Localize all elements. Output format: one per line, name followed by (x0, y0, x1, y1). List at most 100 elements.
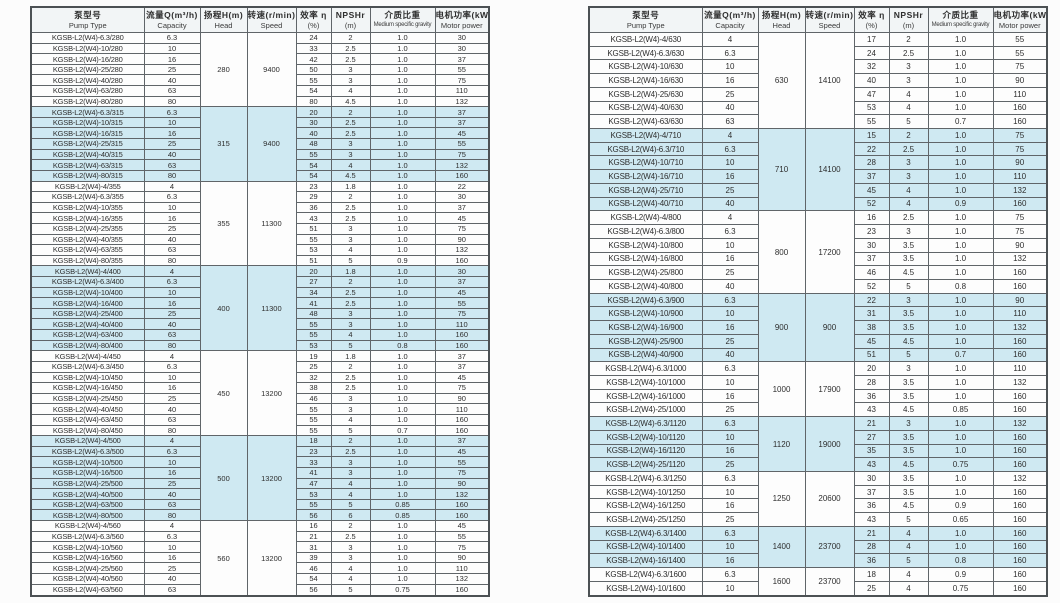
npshr-cell: 3.5 (888, 320, 929, 335)
efficiency-cell: 43 (295, 212, 332, 224)
table-row: KGSB-L2(W4)-25/1250 25 43 5 0.65 160 (588, 512, 1048, 527)
pump-type-cell: KGSB-L2(W4)-40/900 (588, 347, 703, 363)
table-row: KGSB-L2(W4)-10/1120 10 27 3.5 1.0 160 (588, 429, 1048, 445)
table-row: KGSB-L2(W4)-16/710 16 37 3 1.0 110 (588, 169, 1048, 184)
pump-type-cell: KGSB-L2(W4)-16/1120 (588, 443, 703, 459)
power-cell: 160 (434, 169, 490, 182)
pump-type-cell: KGSB-L2(W4)-10/500 (30, 456, 145, 468)
efficiency-cell: 54 (295, 85, 332, 97)
npshr-cell: 2.5 (330, 297, 371, 309)
table-row: KGSB-L2(W4)-63/400 63 55 4 1.0 160 (30, 329, 490, 341)
efficiency-cell: 47 (853, 86, 890, 102)
pump-type-cell: KGSB-L2(W4)-40/315 (30, 148, 145, 161)
capacity-cell: 40 (701, 278, 759, 294)
npshr-cell: 3.5 (888, 388, 929, 404)
table-row: KGSB-L2(W4)-10/1600 10 25 4 0.75 160 (588, 580, 1048, 597)
table-row: KGSB-L2(W4)-10/280 10 33 2.5 1.0 30 (30, 42, 490, 55)
npshr-cell: 2.5 (330, 286, 371, 299)
pump-type-cell: KGSB-L2(W4)-40/630 (588, 100, 703, 116)
power-cell: 37 (434, 276, 490, 288)
table-row: KGSB-L2(W4)-25/560 25 46 4 1.0 110 (30, 562, 490, 575)
npshr-cell: 5 (888, 512, 929, 527)
capacity-cell: 40 (143, 403, 201, 415)
pump-type-cell: KGSB-L2(W4)-6.3/900 (588, 292, 703, 308)
pump-type-cell: KGSB-L2(W4)-16/280 (30, 53, 145, 65)
gravity-cell: 1.0 (369, 233, 436, 246)
pump-type-cell: KGSB-L2(W4)-16/355 (30, 212, 145, 224)
power-cell: 160 (992, 525, 1048, 541)
efficiency-cell: 56 (295, 583, 332, 597)
efficiency-cell: 54 (295, 169, 332, 182)
table-row: KGSB-L2(W4)-40/400 40 55 3 1.0 110 (30, 318, 490, 331)
npshr-cell: 5 (330, 424, 371, 437)
pump-type-cell: KGSB-L2(W4)-10/1400 (588, 539, 703, 555)
power-cell: 45 (434, 371, 490, 384)
head-cell: 900 (757, 292, 806, 363)
capacity-cell: 6.3 (143, 360, 201, 373)
efficiency-cell: 19 (295, 350, 332, 362)
speed-cell: 14100 (804, 31, 855, 130)
power-cell: 160 (434, 329, 490, 341)
capacity-cell: 6.3 (701, 224, 759, 239)
capacity-cell: 40 (143, 233, 201, 246)
npshr-cell: 3 (888, 155, 929, 171)
pump-spec-table-left-wrap: 泵型号 Pump Type 流量Q(m³/h) Capacity 扬程H(m) Head 转… (30, 6, 490, 597)
pump-type-cell: KGSB-L2(W4)-25/500 (30, 477, 145, 490)
efficiency-cell: 32 (853, 59, 890, 75)
pump-type-cell: KGSB-L2(W4)-6.3/280 (30, 32, 145, 44)
gravity-cell: 0.9 (927, 498, 994, 514)
gravity-cell: 1.0 (369, 551, 436, 564)
gravity-cell: 1.0 (927, 141, 994, 157)
power-cell: 37 (434, 201, 490, 214)
capacity-cell: 40 (143, 148, 201, 161)
power-cell: 132 (434, 95, 490, 108)
speed-cell: 17200 (804, 210, 855, 294)
column-header-power: 电机功率(kW) Motor power (992, 6, 1048, 33)
capacity-cell: 10 (701, 59, 759, 75)
pump-type-cell: KGSB-L2(W4)-6.3/560 (30, 530, 145, 543)
pump-type-cell: KGSB-L2(W4)-6.3/400 (30, 276, 145, 288)
power-cell: 160 (434, 509, 490, 522)
gravity-cell: 1.0 (369, 413, 436, 426)
capacity-cell: 6.3 (701, 45, 759, 61)
gravity-cell: 1.0 (369, 212, 436, 224)
npshr-cell: 3.5 (888, 237, 929, 253)
power-cell: 110 (434, 562, 490, 575)
capacity-cell: 25 (701, 512, 759, 527)
capacity-cell: 6.3 (143, 106, 201, 118)
header-row: 泵型号 Pump Type 流量Q(m³/h) Capacity 扬程H(m) Head 转… (30, 6, 490, 33)
capacity-cell: 10 (143, 371, 201, 384)
power-cell: 45 (434, 445, 490, 458)
capacity-cell: 63 (143, 498, 201, 511)
efficiency-cell: 55 (295, 403, 332, 415)
capacity-cell: 16 (701, 498, 759, 514)
efficiency-cell: 80 (295, 95, 332, 108)
pump-type-cell: KGSB-L2(W4)-25/1250 (588, 512, 703, 527)
power-cell: 160 (992, 402, 1048, 418)
capacity-cell: 25 (143, 222, 201, 235)
column-header-capacity: 流量Q(m³/h) Capacity (701, 6, 759, 33)
capacity-cell: 10 (143, 201, 201, 214)
head-cell: 630 (757, 31, 806, 130)
table-row: KGSB-L2(W4)-10/800 10 30 3.5 1.0 90 (588, 237, 1048, 253)
column-header-efficiency: 效率 η (%) (853, 6, 890, 33)
gravity-cell: 0.85 (369, 509, 436, 522)
table-row: KGSB-L2(W4)-6.3/1600 6.3 1600 23700 18 4 0.9 16… (588, 567, 1048, 597)
table-row: KGSB-L2(W4)-25/900 25 45 4.5 1.0 160 (588, 333, 1048, 349)
efficiency-cell: 36 (853, 388, 890, 404)
table-row: KGSB-L2(W4)-4/450 4 450 13200 19 1.8 1.0 37 (30, 350, 490, 437)
pump-type-cell: KGSB-L2(W4)-63/280 (30, 85, 145, 97)
capacity-cell: 16 (143, 127, 201, 140)
power-cell: 160 (992, 539, 1048, 555)
head-cell: 450 (199, 350, 248, 437)
npshr-cell: 2.5 (330, 382, 371, 394)
speed-cell: 14100 (804, 128, 855, 212)
npshr-cell: 3.5 (888, 306, 929, 322)
table-row: KGSB-L2(W4)-25/710 25 45 4 1.0 132 (588, 182, 1048, 198)
power-cell: 90 (434, 551, 490, 564)
gravity-cell: 1.0 (927, 443, 994, 459)
gravity-cell: 1.0 (927, 416, 994, 431)
capacity-cell: 16 (143, 467, 201, 479)
efficiency-cell: 23 (295, 445, 332, 458)
pump-type-cell: KGSB-L2(W4)-4/450 (30, 350, 145, 362)
